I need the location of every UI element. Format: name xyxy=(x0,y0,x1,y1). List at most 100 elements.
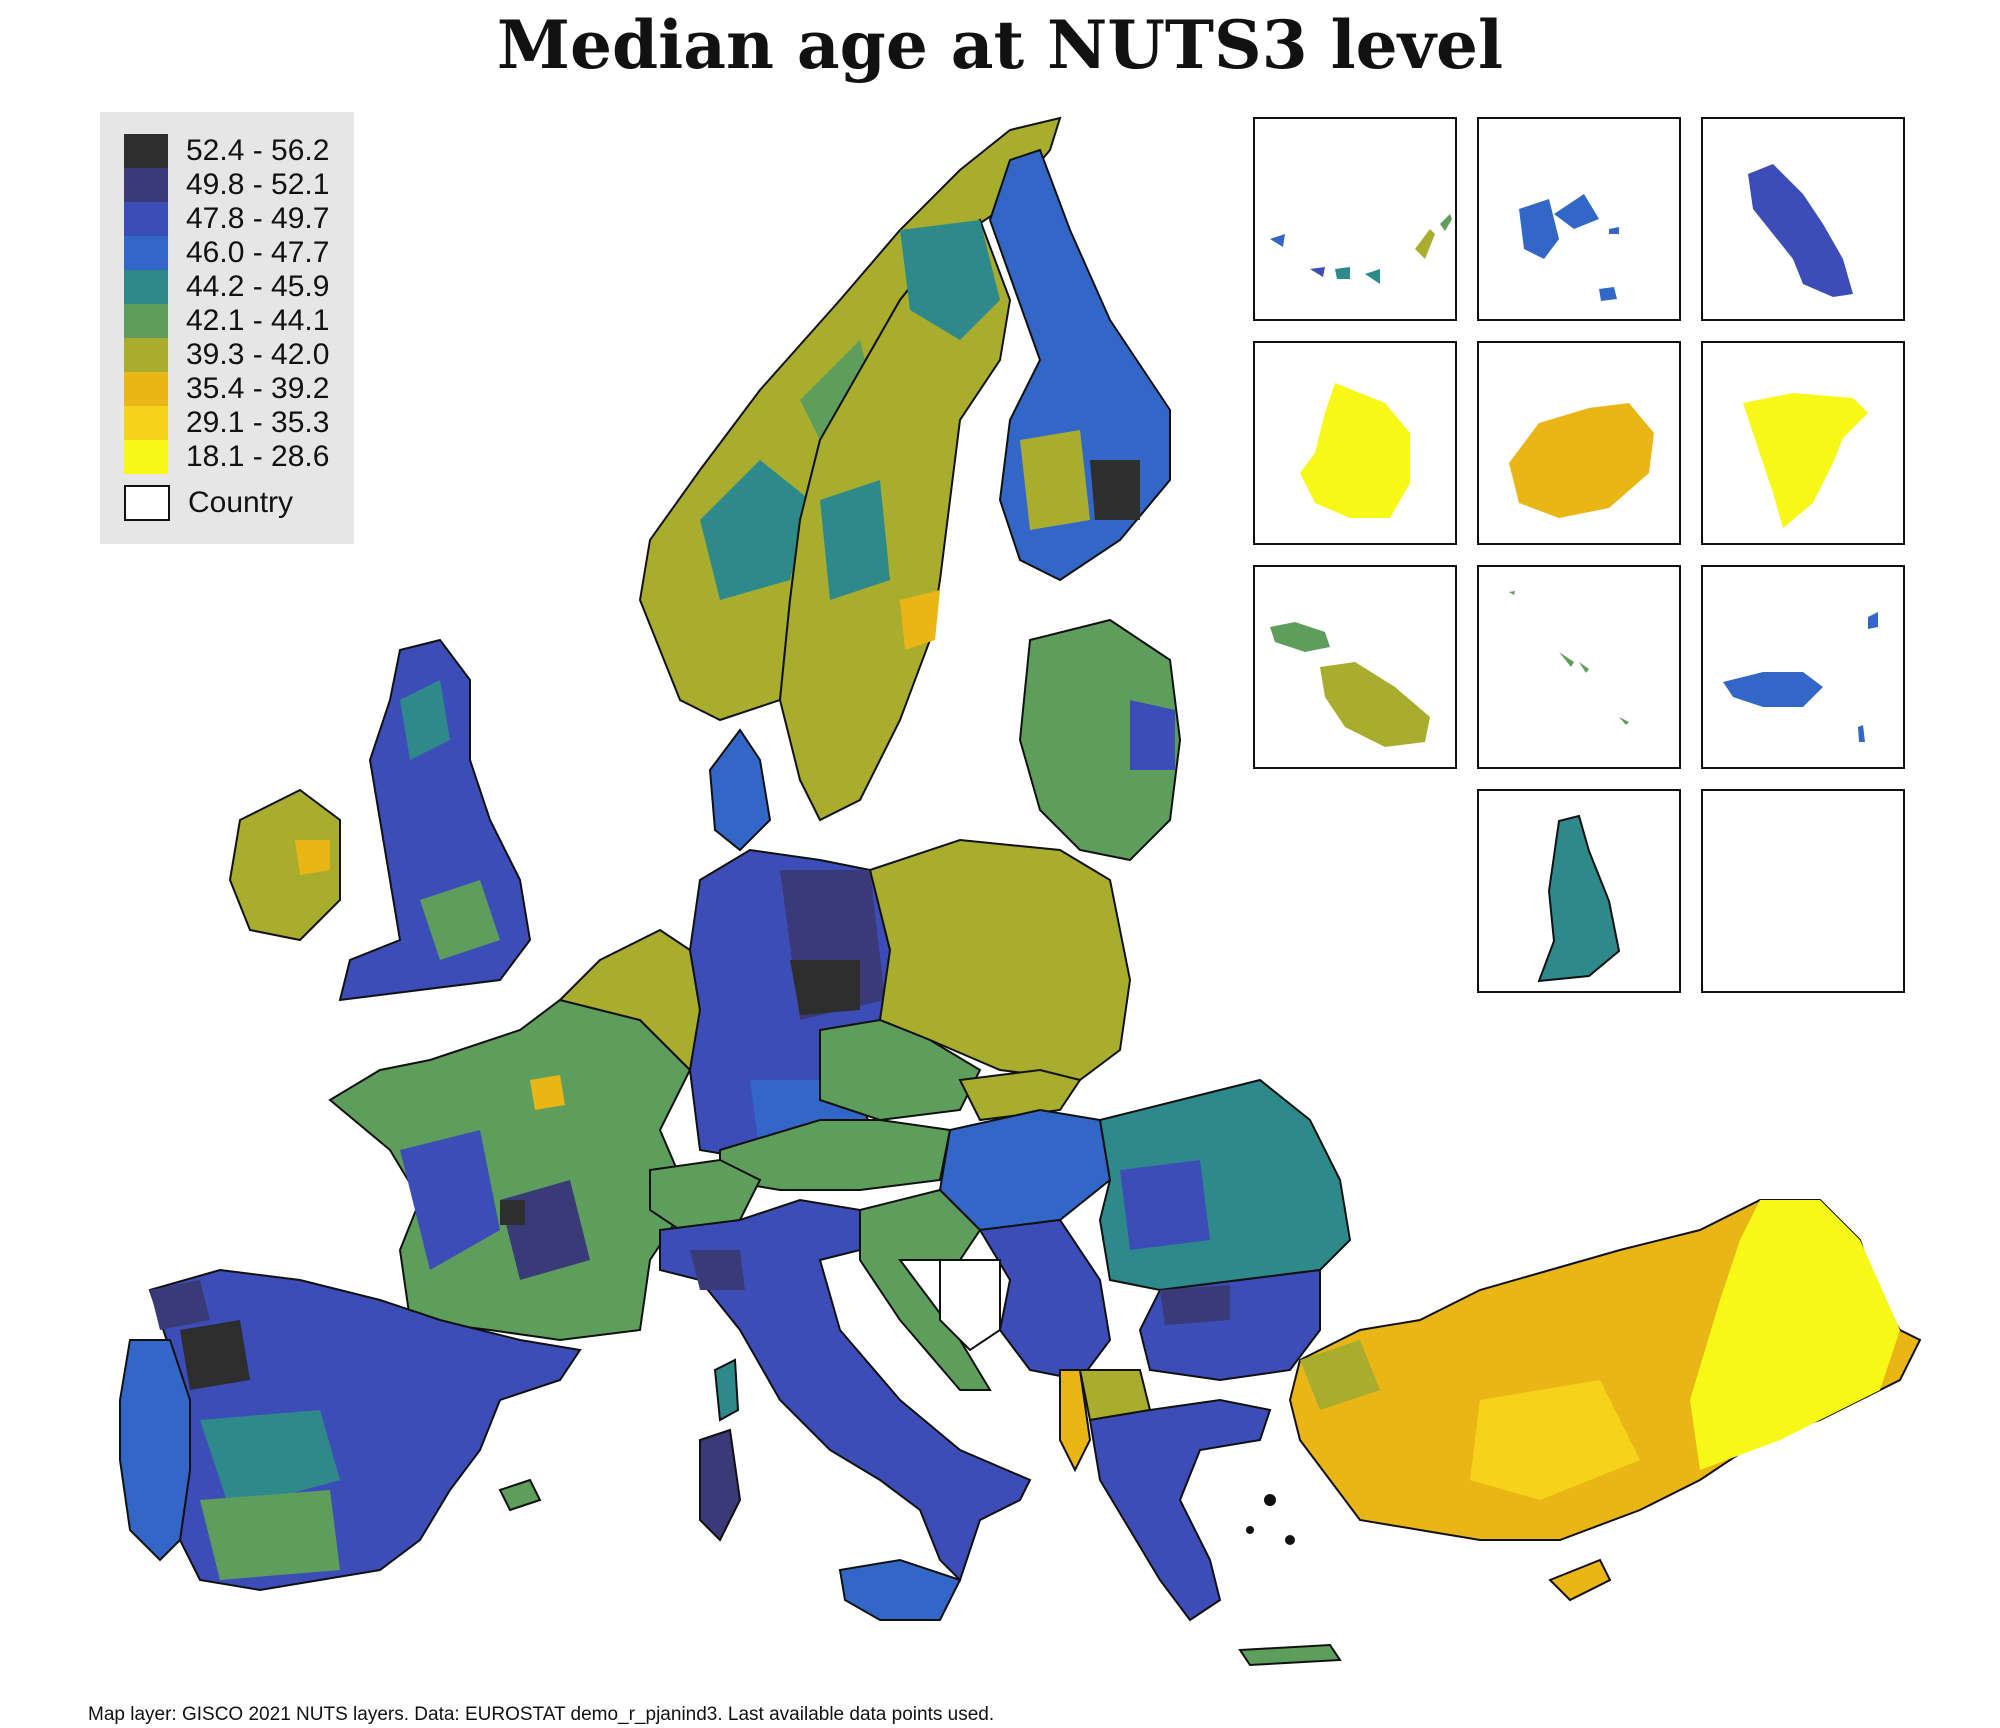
legend-swatch xyxy=(124,168,168,202)
inset-azores-shapes xyxy=(1509,591,1629,725)
legend-swatch xyxy=(124,236,168,270)
region-spain-south xyxy=(200,1490,340,1580)
region-bosnia xyxy=(939,1259,1001,1352)
legend-swatch xyxy=(124,202,168,236)
region-sicily xyxy=(838,1558,962,1621)
region-liguria xyxy=(690,1250,745,1290)
region-spain-northwest xyxy=(180,1320,250,1390)
region-finland-east xyxy=(1090,460,1140,520)
region-hungary xyxy=(938,1108,1112,1232)
region-sardinia xyxy=(699,1428,742,1542)
region-sweden-mid xyxy=(820,480,890,600)
legend-swatch xyxy=(124,304,168,338)
inset-mayotte xyxy=(1701,341,1905,545)
region-sweden-north xyxy=(900,220,1000,340)
region-france xyxy=(328,998,692,1342)
region-norway-west xyxy=(700,460,810,600)
region-finland-mid xyxy=(1020,430,1090,530)
legend-label: 47.8 - 49.7 xyxy=(186,202,330,235)
region-bulgaria-north xyxy=(1160,1285,1230,1325)
region-uk-mid xyxy=(420,880,500,960)
inset-mayotte-shapes xyxy=(1743,393,1868,528)
region-france-creuse xyxy=(500,1200,525,1225)
legend-item: 46.0 - 47.7 xyxy=(124,236,329,270)
legend-item: 49.8 - 52.1 xyxy=(124,168,329,202)
region-stockholm xyxy=(900,590,940,650)
legend-label: 42.1 - 44.1 xyxy=(186,304,330,337)
region-albania xyxy=(1059,1369,1092,1473)
region-spain-central xyxy=(200,1410,340,1510)
legend-swatch xyxy=(124,406,168,440)
inset-reunion xyxy=(1477,341,1681,545)
legend-item: 18.1 - 28.6 xyxy=(124,440,329,474)
region-turkey-central xyxy=(1470,1380,1640,1500)
inset-azores xyxy=(1477,565,1681,769)
inset-madeira-shapes xyxy=(1723,612,1878,742)
legend-item: 29.1 - 35.3 xyxy=(124,406,329,440)
legend-label: 49.8 - 52.1 xyxy=(186,168,330,201)
region-baltics xyxy=(1018,618,1182,862)
legend-item: 52.4 - 56.2 xyxy=(124,134,329,168)
legend-item: 39.3 - 42.0 xyxy=(124,338,329,372)
region-turkey-northwest xyxy=(1300,1340,1380,1410)
legend: 52.4 - 56.2 49.8 - 52.1 47.8 - 49.7 46.0… xyxy=(100,112,354,544)
region-france-west xyxy=(400,1130,500,1270)
inset-reunion-shapes xyxy=(1509,403,1654,518)
legend-swatch xyxy=(124,338,168,372)
legend-country-swatch xyxy=(124,485,170,521)
legend-swatch xyxy=(124,134,168,168)
legend-country-item: Country xyxy=(124,485,293,521)
region-turkey-east xyxy=(1690,1200,1900,1470)
region-balearics xyxy=(498,1478,542,1512)
legend-label: 46.0 - 47.7 xyxy=(186,236,330,269)
region-corsica xyxy=(713,1358,740,1422)
inset-empty xyxy=(1701,789,1905,993)
legend-label: 29.1 - 35.3 xyxy=(186,406,330,439)
region-paris xyxy=(530,1075,565,1110)
island-marker xyxy=(1264,1494,1276,1506)
island-marker xyxy=(1285,1535,1295,1545)
region-spain-galicia xyxy=(150,1280,210,1330)
legend-swatch xyxy=(124,372,168,406)
inset-malta xyxy=(1253,565,1457,769)
region-slovakia xyxy=(958,1068,1082,1122)
inset-madeira xyxy=(1701,565,1905,769)
legend-label: 44.2 - 45.9 xyxy=(186,270,330,303)
inset-martinique xyxy=(1701,117,1905,321)
region-crete xyxy=(1238,1643,1342,1667)
legend-label: 52.4 - 56.2 xyxy=(186,134,330,167)
region-dublin xyxy=(295,840,330,875)
legend-item: 35.4 - 39.2 xyxy=(124,372,329,406)
source-caption: Map layer: GISCO 2021 NUTS layers. Data:… xyxy=(88,1704,995,1725)
inset-guadeloupe xyxy=(1477,117,1681,321)
region-saxony xyxy=(790,960,860,1015)
legend-label: 18.1 - 28.6 xyxy=(186,440,330,473)
region-greece xyxy=(1088,1398,1272,1622)
inset-canary-islands xyxy=(1253,117,1457,321)
inset-liechtenstein xyxy=(1477,789,1681,993)
region-poland xyxy=(868,838,1132,1082)
legend-country-label: Country xyxy=(188,486,294,519)
legend-item: 44.2 - 45.9 xyxy=(124,270,329,304)
region-scotland xyxy=(400,680,450,760)
region-sweden xyxy=(778,218,1012,822)
legend-item: 42.1 - 44.1 xyxy=(124,304,329,338)
region-denmark xyxy=(708,728,772,852)
map-title: Median age at NUTS3 level xyxy=(496,6,1504,84)
inset-malta-shapes xyxy=(1270,622,1430,747)
inset-french-guiana xyxy=(1253,341,1457,545)
inset-canary-shapes xyxy=(1270,214,1452,284)
legend-item: 47.8 - 49.7 xyxy=(124,202,329,236)
legend-swatch xyxy=(124,440,168,474)
region-latvia-east xyxy=(1130,700,1175,770)
region-ireland xyxy=(228,788,341,942)
region-portugal xyxy=(119,1339,191,1562)
legend-swatch xyxy=(124,270,168,304)
region-cyprus xyxy=(1548,1558,1612,1602)
inset-french-guiana-shapes xyxy=(1300,383,1410,518)
legend-label: 39.3 - 42.0 xyxy=(186,338,330,371)
inset-guadeloupe-shapes xyxy=(1519,194,1619,301)
legend-label: 35.4 - 39.2 xyxy=(186,372,330,405)
inset-liechtenstein-shapes xyxy=(1537,814,1621,983)
region-romania-west xyxy=(1120,1160,1210,1250)
